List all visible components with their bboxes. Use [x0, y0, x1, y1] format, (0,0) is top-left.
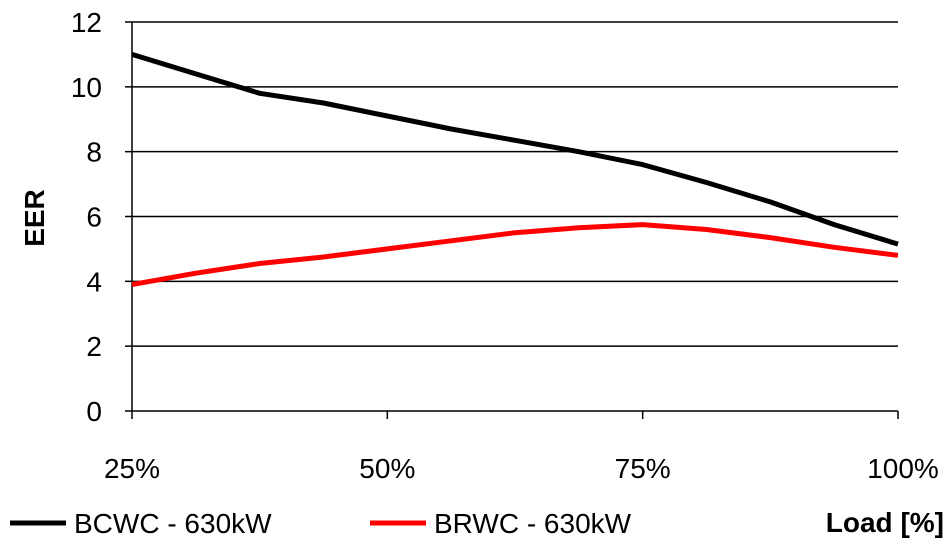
- gridlines: [132, 21, 898, 347]
- series-line-2: [131, 222, 899, 288]
- y-tick-label: 12: [71, 7, 102, 38]
- series-lines: [131, 52, 899, 288]
- x-tick-label: 75%: [615, 453, 671, 484]
- tick-labels: 0 2 4 6 8 10 12 25% 50% 75% 100%: [71, 7, 939, 484]
- x-axis-title: Load [%]: [826, 507, 944, 538]
- x-tick-label: 100%: [867, 453, 939, 484]
- x-tick-label: 50%: [359, 453, 415, 484]
- y-tick-label: 2: [86, 331, 102, 362]
- axes: [125, 21, 899, 419]
- y-tick-label: 0: [86, 396, 102, 427]
- series-line-1: [131, 52, 899, 247]
- legend-label-2: BRWC - 630kW: [434, 508, 632, 539]
- y-tick-label: 8: [86, 137, 102, 168]
- y-tick-label: 4: [86, 266, 102, 297]
- legend: BCWC - 630kW BRWC - 630kW: [10, 508, 632, 539]
- y-tick-label: 6: [86, 202, 102, 233]
- y-tick-label: 10: [71, 72, 102, 103]
- y-axis-title: EER: [19, 189, 50, 247]
- legend-label-1: BCWC - 630kW: [74, 508, 272, 539]
- x-tick-label: 25%: [104, 453, 160, 484]
